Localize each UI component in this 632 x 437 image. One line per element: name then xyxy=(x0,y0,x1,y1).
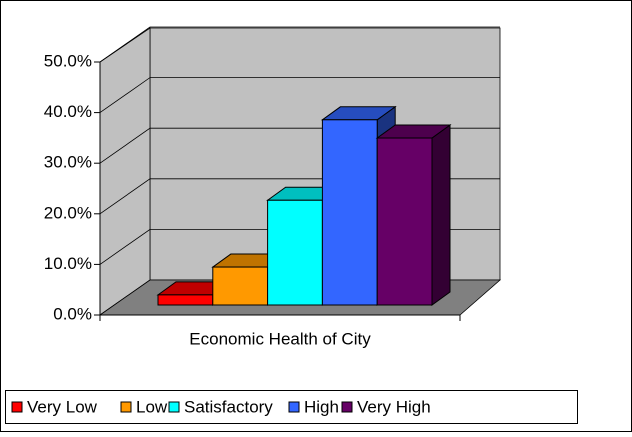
y-tick-label: 20.0% xyxy=(44,203,92,222)
legend-label: Very Low xyxy=(27,397,98,416)
side-wall xyxy=(99,27,151,316)
y-tick-label: 50.0% xyxy=(44,51,92,70)
bar xyxy=(212,266,269,306)
y-tick-label: 10.0% xyxy=(44,254,92,273)
legend-label: High xyxy=(304,397,339,416)
grid-line xyxy=(99,26,500,63)
legend-swatch xyxy=(341,401,353,413)
legend-swatch xyxy=(168,401,180,413)
x-tick-label: Economic Health of City xyxy=(189,329,371,348)
bar-side xyxy=(431,124,451,306)
legend-swatch xyxy=(11,401,23,413)
bar xyxy=(267,199,323,306)
legend-label: Very High xyxy=(357,397,431,416)
bar xyxy=(376,137,433,306)
legend-label: Low xyxy=(136,397,168,416)
legend-swatch xyxy=(120,401,132,413)
grid-line xyxy=(99,77,500,113)
y-tick-label: 30.0% xyxy=(44,153,92,172)
y-tick-label: 0.0% xyxy=(53,304,92,323)
bar xyxy=(321,119,378,306)
legend-swatch xyxy=(288,401,300,413)
bar xyxy=(157,294,214,306)
y-tick-label: 40.0% xyxy=(44,102,92,121)
legend-label: Satisfactory xyxy=(184,397,273,416)
